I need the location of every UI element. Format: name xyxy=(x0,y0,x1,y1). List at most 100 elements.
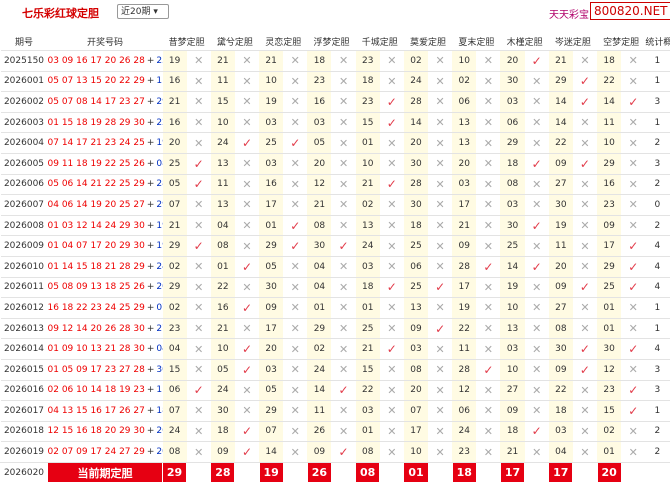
blank xyxy=(572,461,598,484)
pick-result: ✕ xyxy=(621,71,646,93)
pick-number: 07 xyxy=(403,400,429,422)
pick-result: ✓ xyxy=(428,318,453,340)
pick-result: ✕ xyxy=(428,174,453,196)
pick-number: 09 xyxy=(259,297,284,319)
hit-count: 2 xyxy=(645,441,670,463)
pick-number: 23 xyxy=(452,441,477,463)
pick-result: ✓ xyxy=(234,359,260,381)
pick-result: ✕ xyxy=(476,153,501,175)
pick-number: 17 xyxy=(597,235,622,257)
pick-number: 02 xyxy=(597,421,622,443)
pick-number: 02 xyxy=(403,50,429,72)
pick-result: ✕ xyxy=(524,277,549,299)
red-numbers: 02 07 09 17 24 27 29 xyxy=(47,447,145,458)
column-header: 开奖号码 xyxy=(47,32,163,51)
pick-number: 02 xyxy=(355,194,380,216)
pick-result: ✕ xyxy=(428,441,453,463)
draw: 05 07 08 14 17 23 27+29 xyxy=(47,91,163,113)
pick-number: 23 xyxy=(597,194,622,216)
site[interactable]: 800820.NET xyxy=(590,2,670,20)
pick-number: 11 xyxy=(597,112,622,134)
pick-result: ✕ xyxy=(234,194,260,216)
pick-number: 09 xyxy=(548,359,573,381)
blue-number: 30 xyxy=(156,364,163,375)
current-pick: 26 xyxy=(306,461,332,484)
draw: 01 09 10 13 21 28 30+04 xyxy=(47,338,163,360)
separator: + xyxy=(146,117,155,128)
red-numbers: 07 14 17 21 23 24 25 xyxy=(47,138,145,149)
hit-count: 1 xyxy=(645,112,670,134)
separator: + xyxy=(146,447,155,458)
pick-result: ✕ xyxy=(379,71,404,93)
current-pick: 18 xyxy=(451,461,477,484)
pick-number: 29 xyxy=(162,235,187,257)
pick-result: ✕ xyxy=(621,112,646,134)
issue: 2026003 xyxy=(0,112,48,134)
pick-result: ✕ xyxy=(331,91,356,113)
pick-result: ✕ xyxy=(283,277,308,299)
pick-result: ✕ xyxy=(428,215,453,237)
pick-result: ✓ xyxy=(621,256,646,278)
pick-result: ✕ xyxy=(572,194,598,216)
pick-number: 08 xyxy=(162,441,187,463)
pick-result: ✓ xyxy=(572,71,598,93)
draw: 02 07 09 17 24 27 29+20 xyxy=(47,441,163,463)
column-header: 灵恋定胆 xyxy=(259,32,308,51)
pick-result: ✕ xyxy=(283,421,308,443)
pick-number: 09 xyxy=(210,441,235,463)
pick-number: 30 xyxy=(597,338,622,360)
red-numbers: 01 04 07 17 20 29 30 xyxy=(47,241,145,252)
pick-number: 08 xyxy=(500,174,525,196)
draw: 05 07 13 15 20 22 29+11 xyxy=(47,71,163,93)
pick-result: ✕ xyxy=(621,215,646,237)
column-header: 浮梦定胆 xyxy=(307,32,356,51)
pick-number: 22 xyxy=(452,318,477,340)
pick-number: 18 xyxy=(500,421,525,443)
pick-result: ✕ xyxy=(283,359,308,381)
pick-number: 02 xyxy=(162,297,187,319)
blank xyxy=(620,461,646,484)
pick-result: ✕ xyxy=(621,359,646,381)
pick-number: 29 xyxy=(597,256,622,278)
pick-number: 16 xyxy=(162,112,187,134)
pick-result: ✕ xyxy=(428,194,453,216)
pick-result: ✕ xyxy=(283,194,308,216)
pick-number: 03 xyxy=(355,256,380,278)
issue: 2026015 xyxy=(0,359,48,381)
issue: 2026004 xyxy=(0,132,48,154)
separator: + xyxy=(146,405,155,416)
pick-result: ✕ xyxy=(621,132,646,154)
pick-number: 23 xyxy=(307,71,332,93)
pick-number: 12 xyxy=(452,380,477,402)
draw: 01 14 15 18 21 28 29+24 xyxy=(47,256,163,278)
column-header: 期号 xyxy=(0,32,48,51)
separator: + xyxy=(146,158,155,169)
current-row: 2026020 当前期定胆 29 28 19 26 08 01 18 17 17 20 xyxy=(0,461,670,484)
pick-number: 19 xyxy=(452,297,477,319)
pick-number: 06 xyxy=(162,380,187,402)
pick-number: 21 xyxy=(307,194,332,216)
pick-result: ✕ xyxy=(186,71,211,93)
pick-result: ✕ xyxy=(621,153,646,175)
blank xyxy=(644,461,670,484)
period-select[interactable]: 近20期 ▾ xyxy=(117,4,169,19)
draw: 01 03 12 14 24 29 30+19 xyxy=(47,215,163,237)
issue: 2026001 xyxy=(0,71,48,93)
pick-result: ✓ xyxy=(621,400,646,422)
blue-number: 11 xyxy=(156,76,163,87)
pick-result: ✕ xyxy=(476,174,501,196)
pick-number: 12 xyxy=(307,174,332,196)
pick-result: ✕ xyxy=(428,91,453,113)
draw: 03 09 16 17 20 26 28+23 xyxy=(47,50,163,72)
pick-number: 21 xyxy=(548,50,573,72)
pick-number: 01 xyxy=(355,132,380,154)
blue-number: 27 xyxy=(156,323,163,334)
pick-result: ✕ xyxy=(524,112,549,134)
red-numbers: 05 06 14 21 22 25 29 xyxy=(47,179,145,190)
